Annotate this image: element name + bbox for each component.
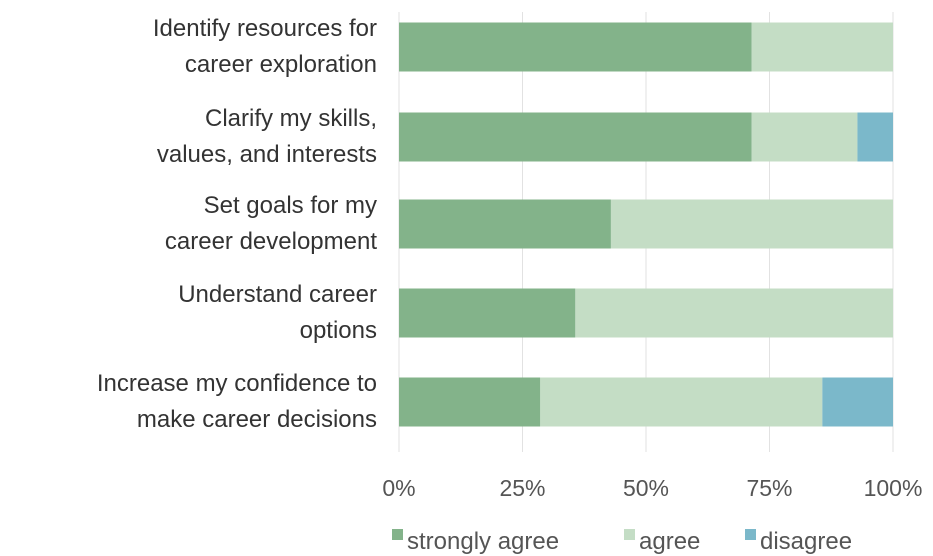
category-label: Identify resources for [153,15,377,42]
bar-segment-agree [540,377,823,427]
bar-segment-agree [751,22,893,72]
legend-label: strongly agree [407,528,559,555]
bar-segment-agree [610,199,893,249]
bar-segment-strongly-agree [399,199,611,249]
bar-segment-agree [751,112,858,162]
category-label: make career decisions [137,406,377,433]
bar-segment-disagree [822,377,893,427]
x-tick-label: 25% [499,475,545,501]
bar-segment-strongly-agree [399,288,576,338]
category-labels: Identify resources for career exploration… [97,15,377,433]
x-axis-tick-labels: 0% 25% 50% 75% 100% [382,475,922,501]
category-label: career exploration [185,51,377,78]
legend: strongly agree agree disagree [392,528,852,555]
bar-segment-agree [575,288,893,338]
bar-segment-strongly-agree [399,377,541,427]
bar-segment-disagree [857,112,893,162]
category-label: career development [165,228,377,255]
legend-label: disagree [760,528,852,555]
category-label: Clarify my skills, [205,105,377,132]
bar-segment-strongly-agree [399,112,752,162]
x-tick-label: 100% [864,475,923,501]
bar-segment-strongly-agree [399,22,752,72]
bars [399,22,893,427]
x-tick-label: 75% [746,475,792,501]
x-tick-label: 0% [382,475,415,501]
legend-swatch [392,529,403,540]
category-label: Understand career [178,281,377,308]
category-label: values, and interests [157,141,377,168]
x-tick-label: 50% [623,475,669,501]
category-label: Increase my confidence to [97,370,377,397]
category-label: Set goals for my [204,192,377,219]
legend-swatch [745,529,756,540]
category-label: options [300,317,377,344]
legend-label: agree [639,528,700,555]
legend-swatch [624,529,635,540]
